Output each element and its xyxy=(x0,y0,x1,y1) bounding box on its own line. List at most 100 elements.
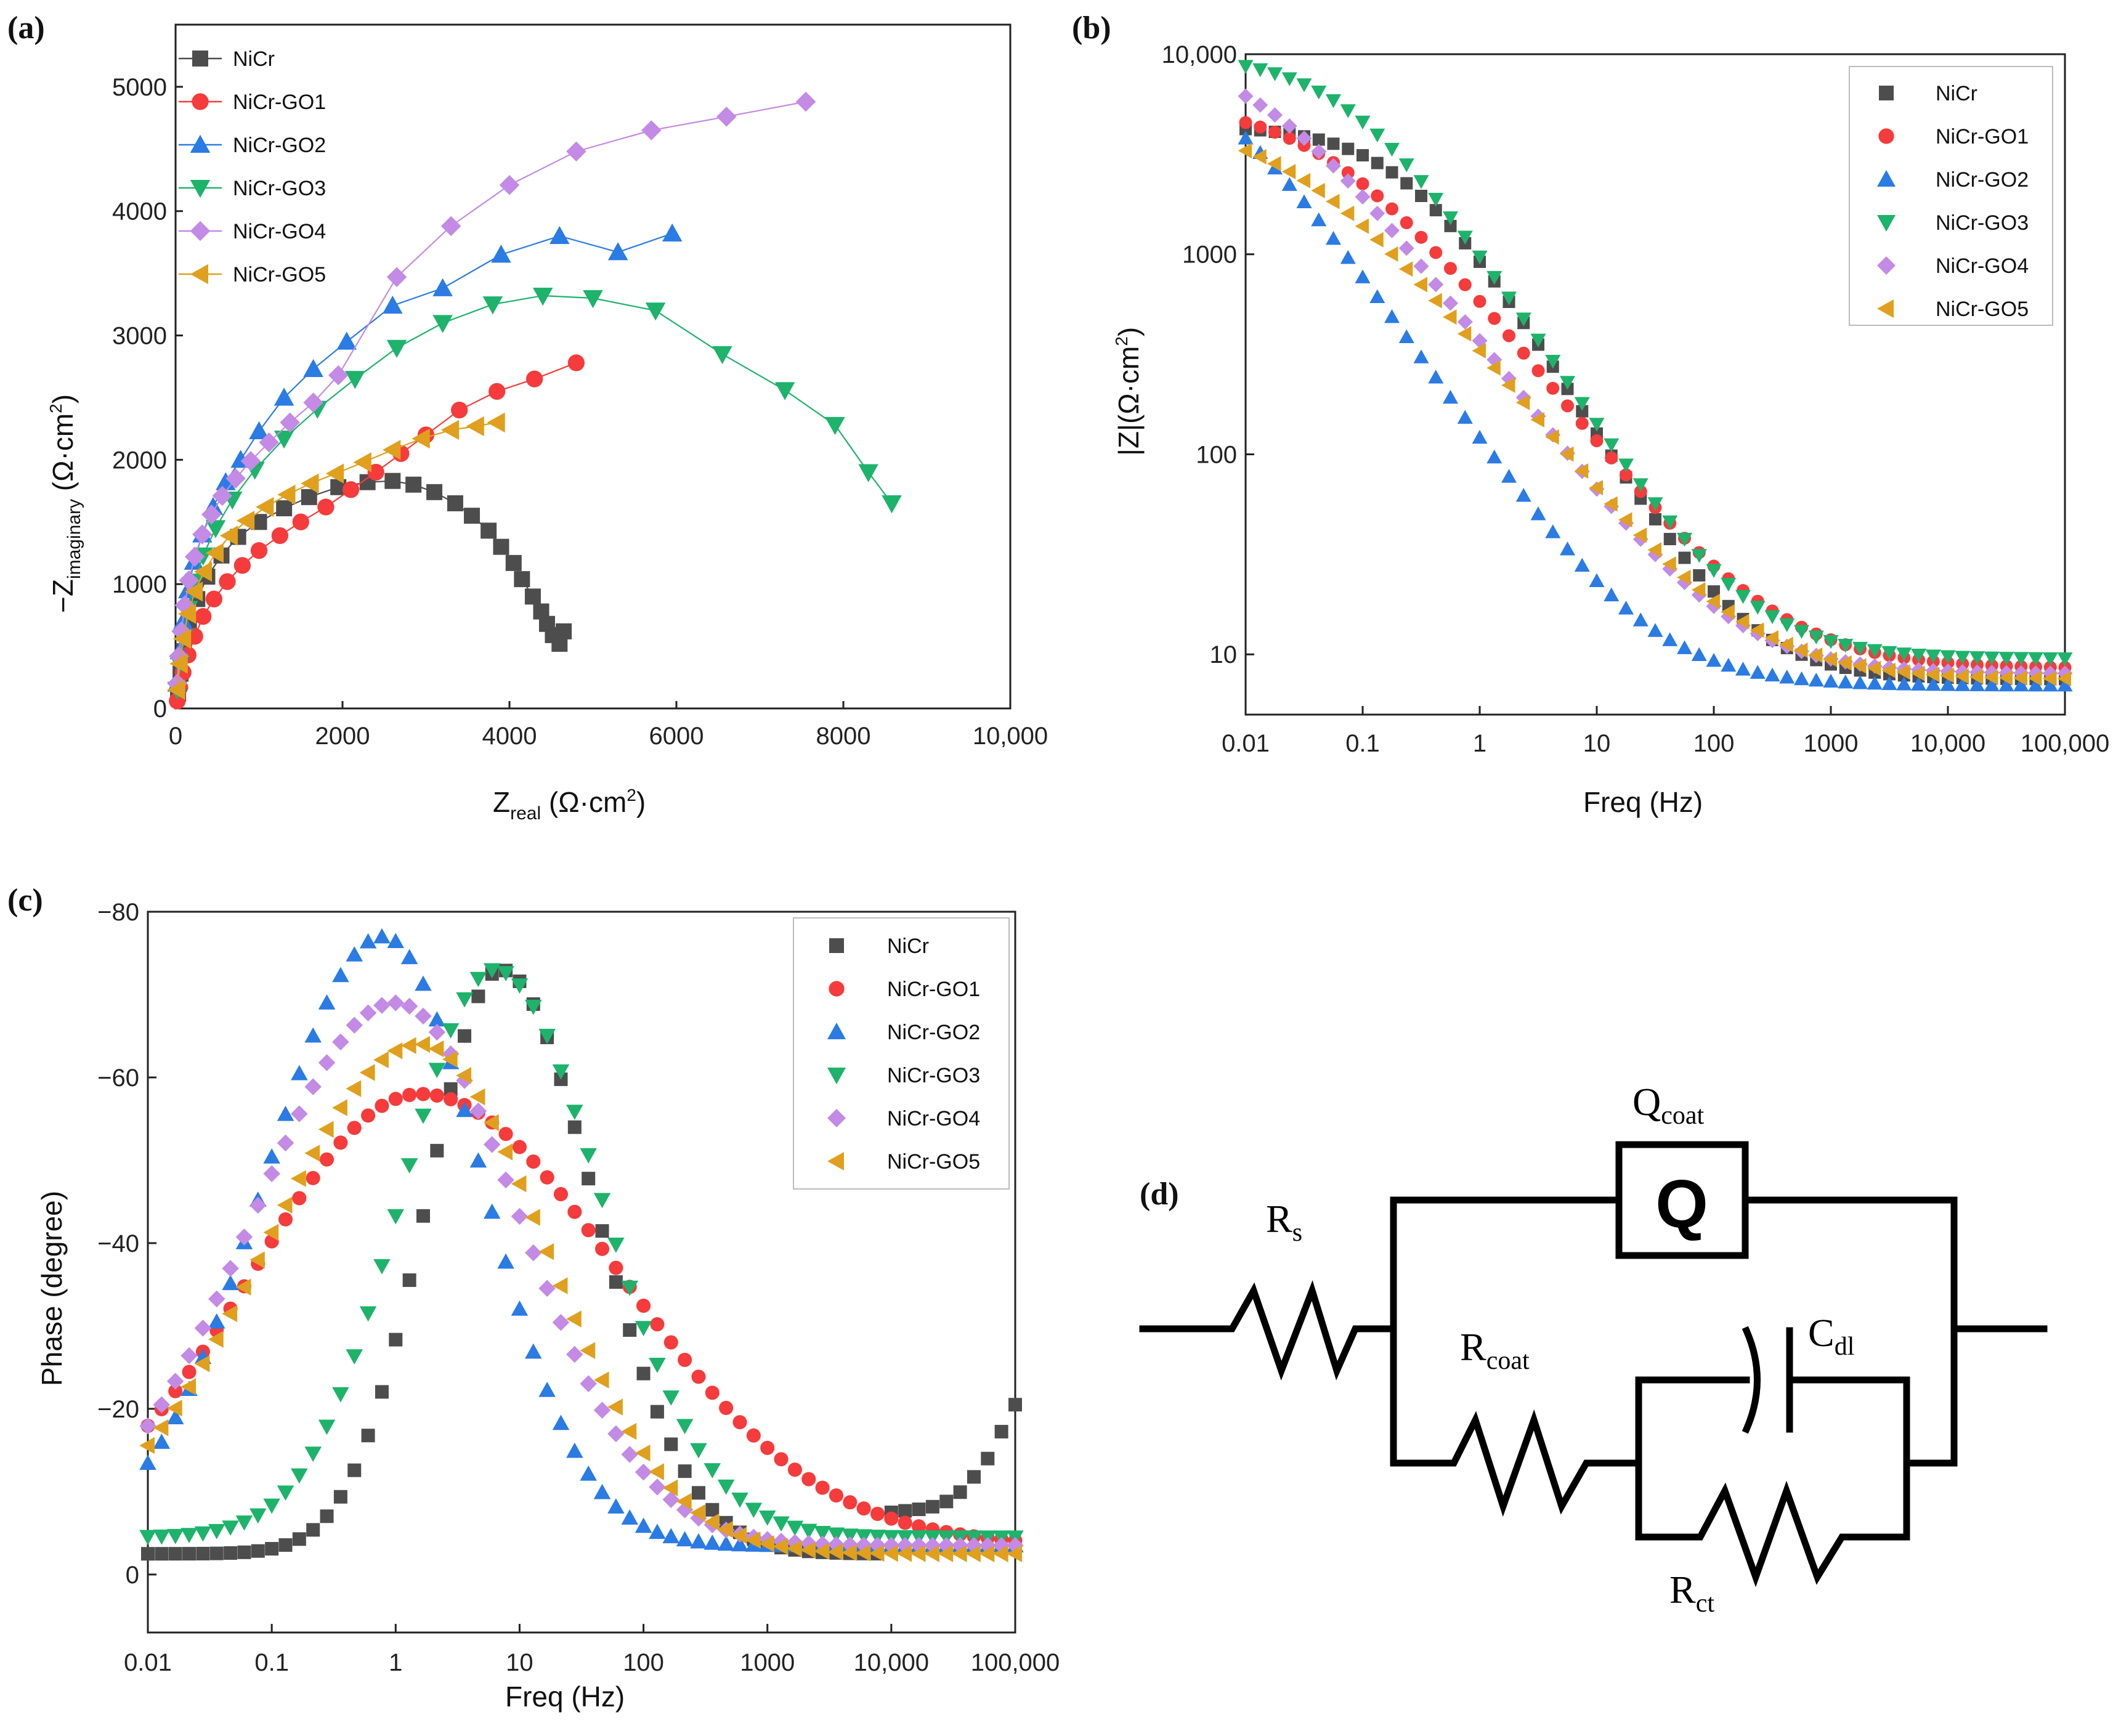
b-point-nicr-go3 xyxy=(1472,250,1488,265)
c-point-nicr-go4 xyxy=(139,1417,156,1435)
c-point-nicr-go4 xyxy=(387,994,405,1012)
c-point-nicr-go2 xyxy=(621,1509,638,1525)
c-point-nicr-go4 xyxy=(235,1228,253,1246)
c-legend-5: NiCr-GO5 xyxy=(887,1150,980,1174)
c-point-nicr xyxy=(224,1546,238,1560)
b-point-nicr-go4 xyxy=(1311,144,1327,160)
a-point-nicr-go5 xyxy=(277,484,296,505)
c-point-nicr-go5 xyxy=(483,1114,499,1132)
c-point-nicr-go5 xyxy=(649,1463,664,1480)
a-point-nicr-go3 xyxy=(532,287,553,306)
a-point-nicr-go5 xyxy=(256,497,274,517)
c-point-nicr-go2 xyxy=(304,1027,322,1043)
b-point-nicr xyxy=(1400,177,1413,190)
c-point-nicr-go1 xyxy=(884,1511,899,1526)
b-point-nicr-go4 xyxy=(1281,118,1297,134)
b-point-nicr-go5 xyxy=(1955,668,1969,684)
b-point-nicr-go3 xyxy=(2013,652,2029,666)
c-point-nicr-go3 xyxy=(387,1209,405,1225)
b-point-nicr-go1 xyxy=(1400,216,1413,230)
a-point-nicr-go5 xyxy=(325,463,344,484)
b-point-nicr-go3 xyxy=(1955,651,1971,665)
a-point-nicr-go5 xyxy=(236,511,255,531)
c-point-nicr-go4 xyxy=(580,1375,597,1392)
c-point-nicr-go1 xyxy=(870,1506,885,1521)
c-point-nicr-go3 xyxy=(731,1492,748,1508)
c-point-nicr-go2 xyxy=(511,1300,529,1316)
a-line-nicr-go4 xyxy=(176,101,806,684)
c-point-nicr-go3 xyxy=(222,1520,239,1536)
b-point-nicr-go3 xyxy=(1838,639,1854,653)
c-point-nicr-go5 xyxy=(800,1541,816,1559)
c-point-nicr-go4 xyxy=(621,1446,638,1463)
b-point-nicr-go5 xyxy=(1457,326,1472,342)
c-point-nicr-go5 xyxy=(938,1545,954,1562)
c-point-nicr-go2 xyxy=(607,1498,625,1514)
c-point-nicr-go1 xyxy=(815,1480,830,1495)
b-point-nicr-go1 xyxy=(1356,177,1369,190)
c-point-nicr-go3 xyxy=(304,1446,322,1462)
b-point-nicr-go1 xyxy=(1488,312,1501,325)
a-xtick-3: 6000 xyxy=(649,723,704,750)
b-point-nicr-go3 xyxy=(1340,104,1356,118)
b-point-nicr-go5 xyxy=(1735,614,1750,630)
c-point-nicr-go2 xyxy=(428,1011,446,1027)
c-point-nicr-go2 xyxy=(538,1381,556,1397)
b-point-nicr-go1 xyxy=(1517,346,1530,360)
b-point-nicr-go5 xyxy=(1881,662,1896,678)
b-point-nicr-go2 xyxy=(1486,449,1503,464)
b-point-nicr-go5 xyxy=(1311,182,1325,198)
c-point-nicr-go3 xyxy=(621,1280,638,1296)
b-point-nicr-go2 xyxy=(1457,410,1473,424)
b-point-nicr-go3 xyxy=(1998,652,2014,666)
c-point-nicr-go1 xyxy=(787,1462,802,1477)
b-point-nicr-go2 xyxy=(1443,389,1458,404)
a-point-nicr xyxy=(493,538,509,555)
a-point-nicr-go4 xyxy=(795,91,816,112)
b-point-nicr-go2 xyxy=(1691,647,1707,662)
c-point-nicr-go2 xyxy=(400,949,418,965)
a-point-nicr-go5 xyxy=(193,561,213,582)
b-point-nicr-go2 xyxy=(1808,672,1824,687)
b-point-nicr-go2 xyxy=(1721,657,1737,672)
b-point-nicr-go3 xyxy=(1618,458,1634,473)
panel-b-legend: NiCr NiCr-GO1 NiCr-GO2 NiCr-GO3 NiCr-GO4… xyxy=(1877,82,2029,321)
b-point-nicr-go2 xyxy=(1750,665,1766,679)
c-point-nicr-go5 xyxy=(428,1040,444,1058)
a-point-nicr-go5 xyxy=(353,452,371,473)
c-point-nicr-go2 xyxy=(359,933,377,949)
b-point-nicr-go5 xyxy=(1984,669,1998,685)
b-point-nicr-go5 xyxy=(1515,394,1530,410)
b-point-nicr-go2 xyxy=(1413,349,1429,363)
c-point-nicr-go1 xyxy=(898,1515,912,1530)
b-point-nicr-go2 xyxy=(2028,677,2043,692)
a-point-nicr-go4 xyxy=(240,451,261,471)
rs-label: Rs xyxy=(1266,1197,1302,1247)
c-point-nicr-go1 xyxy=(388,1092,403,1106)
b-point-nicr-go5 xyxy=(1779,636,1793,652)
b-point-nicr-go2 xyxy=(1735,662,1751,676)
c-point-nicr-go1 xyxy=(306,1170,320,1185)
c-point-nicr-go5 xyxy=(277,1196,293,1214)
b-point-nicr-go3 xyxy=(1706,564,1722,578)
b-point-nicr-go4 xyxy=(1369,205,1385,221)
c-point-nicr-go5 xyxy=(346,1080,362,1097)
b-point-nicr-go2 xyxy=(1574,558,1590,572)
b-point-nicr xyxy=(1415,189,1427,202)
c-point-nicr-go2 xyxy=(318,994,336,1010)
c-point-nicr-go1 xyxy=(182,1365,197,1379)
c-point-nicr-go3 xyxy=(180,1528,198,1543)
c-x-axis-label: Freq (Hz) xyxy=(505,1681,625,1713)
c-ytick-1: −20 xyxy=(97,1396,139,1423)
c-point-nicr-go1 xyxy=(402,1087,417,1102)
c-point-nicr xyxy=(389,1332,403,1347)
c-point-nicr-go4 xyxy=(649,1478,666,1496)
b-point-nicr-go3 xyxy=(1252,63,1268,78)
a-point-nicr-go4 xyxy=(716,107,737,127)
a-ytick-2: 2000 xyxy=(112,447,167,474)
c-point-nicr-go3 xyxy=(842,1528,859,1544)
b-point-nicr-go3 xyxy=(1911,648,1926,663)
c-point-nicr-go4 xyxy=(166,1373,184,1390)
c-point-nicr xyxy=(347,1463,362,1477)
